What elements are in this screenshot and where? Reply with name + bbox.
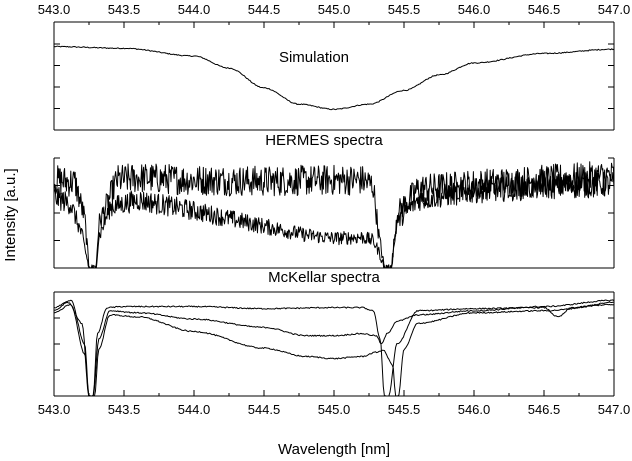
bottom-xtick-label: 544.0 [178,402,211,417]
panel-1-title: HERMES spectra [265,132,383,149]
panel-2-title: McKellar spectra [268,269,380,286]
panel-1-series-1-line [54,171,614,268]
panel-2-series-0-line [54,301,614,396]
top-xtick-label: 544.5 [248,2,281,17]
bottom-xtick-label: 547.0 [598,402,631,417]
bottom-xtick-label: 545.5 [388,402,421,417]
bottom-xtick-label: 544.5 [248,402,281,417]
top-xtick-label: 543.0 [38,2,71,17]
bottom-xtick-label: 545.0 [318,402,351,417]
top-xtick-label: 546.0 [458,2,491,17]
bottom-xtick-label: 546.5 [528,402,561,417]
top-xtick-label: 546.5 [528,2,561,17]
top-xtick-label: 543.5 [108,2,141,17]
x-axis-title: Wavelength [nm] [278,441,390,458]
bottom-xtick-label: 546.0 [458,402,491,417]
top-xtick-label: 547.0 [598,2,631,17]
panel-1-series-0-line [54,161,614,268]
top-xtick-label: 545.5 [388,2,421,17]
bottom-xtick-label: 543.5 [108,402,141,417]
panel-0-title: Simulation [279,49,349,66]
bottom-xtick-label: 543.0 [38,402,71,417]
panel-0-series-0-line [54,45,614,111]
top-xtick-label: 545.0 [318,2,351,17]
y-axis-title: Intensity [a.u.] [2,168,19,261]
panel-2-series-1-line [54,299,614,396]
panel-2-series-2-line [54,303,614,396]
top-xtick-label: 544.0 [178,2,211,17]
